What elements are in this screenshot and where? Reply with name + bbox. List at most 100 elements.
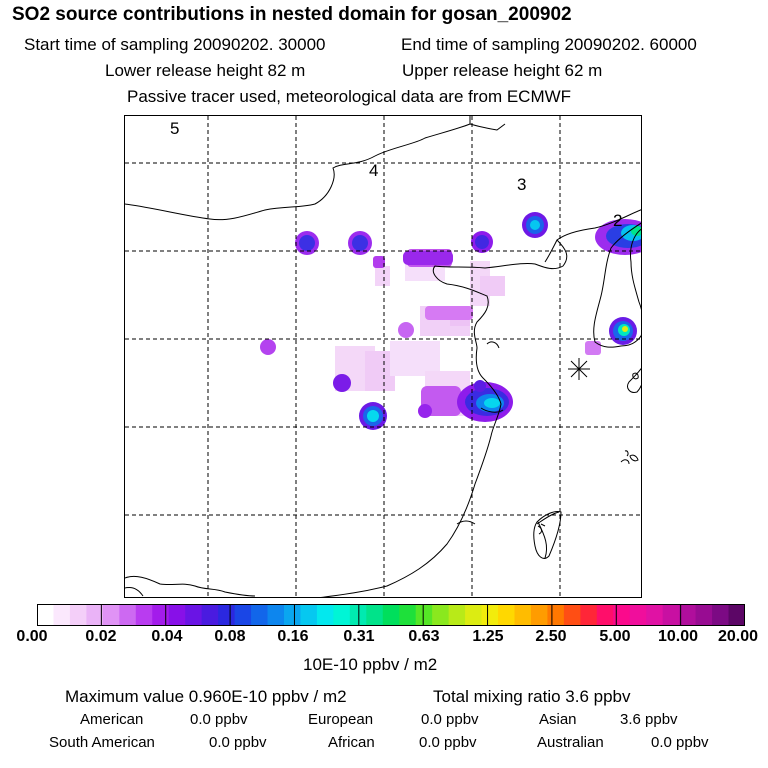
colorbar-cell	[563, 604, 581, 626]
colorbar-cell	[432, 604, 450, 626]
colorbar-cell	[300, 604, 318, 626]
colorbar-cell	[662, 604, 680, 626]
plume-patch	[480, 276, 505, 296]
colorbar-cell	[37, 604, 55, 626]
colorbar-tick-label: 2.50	[535, 628, 567, 645]
time-label: 3	[517, 175, 526, 194]
colorbar-cell	[218, 604, 236, 626]
boundary-line	[537, 521, 548, 559]
boundary-line	[469, 123, 506, 131]
region-name: South American	[49, 734, 155, 751]
source-blob	[418, 404, 432, 418]
colorbar-cell	[135, 604, 153, 626]
colorbar-cell	[201, 604, 219, 626]
lower-height-label: Lower release height 82 m	[105, 61, 306, 80]
colorbar	[37, 604, 745, 626]
colorbar-cell	[53, 604, 71, 626]
plume-patch	[260, 339, 276, 355]
colorbar-frame	[37, 604, 745, 626]
region-name: Australian	[537, 734, 604, 751]
source-blob	[295, 231, 319, 255]
map-panel: 5 4 3 2	[124, 115, 642, 598]
bohai-coast	[544, 239, 558, 263]
map-svg: 5 4 3 2	[125, 116, 641, 597]
plume-patch	[390, 341, 440, 376]
colorbar-cell	[152, 604, 170, 626]
region-value: 3.6 ppbv	[620, 711, 678, 728]
busan-source-plume	[609, 317, 637, 345]
colorbar-cell	[547, 604, 565, 626]
colorbar-cell	[679, 604, 697, 626]
coast-detail	[624, 450, 629, 457]
source-blob	[359, 402, 387, 430]
colorbar-cell	[580, 604, 598, 626]
colorbar-cell	[251, 604, 269, 626]
colorbar-cell	[168, 604, 186, 626]
total-mixing-ratio: Total mixing ratio 3.6 ppbv	[433, 687, 631, 706]
colorbar-cell	[629, 604, 647, 626]
boundary-line	[125, 587, 144, 597]
yangtze-mouth	[480, 407, 504, 413]
time-label: 4	[369, 161, 378, 180]
colorbar-cell	[728, 604, 745, 626]
plume-patch	[398, 322, 414, 338]
colorbar-tick-label: 0.08	[214, 628, 246, 645]
plot-title: SO2 source contributions in nested domai…	[12, 4, 572, 25]
region-value: 0.0 ppbv	[419, 734, 477, 751]
coast-detail	[486, 341, 500, 349]
colorbar-cell	[465, 604, 483, 626]
colorbar-tick-label: 20.00	[717, 628, 759, 645]
japan-coastline	[627, 367, 641, 393]
plume-patch	[585, 341, 601, 355]
region-value: 0.0 ppbv	[190, 711, 248, 728]
region-name: American	[80, 711, 144, 728]
start-time-label: Start time of sampling 20090202. 30000	[24, 35, 326, 54]
island-coastline	[632, 372, 639, 380]
source-blob	[471, 231, 493, 253]
china-coastline	[320, 209, 641, 597]
colorbar-cell	[366, 604, 384, 626]
source-blob	[522, 212, 548, 238]
station-marker-icon	[568, 358, 590, 380]
taiwan-coastline	[533, 511, 562, 559]
coast-detail	[540, 523, 546, 527]
colorbar-cell	[316, 604, 334, 626]
region-name: European	[308, 711, 374, 728]
south-boundary-line	[125, 575, 256, 597]
end-time-label: End time of sampling 20090202. 60000	[401, 35, 697, 54]
colorbar-tick-label: 0.31	[343, 628, 375, 645]
source-band	[403, 251, 453, 265]
colorbar-cell	[86, 604, 104, 626]
colorbar-dividers	[100, 604, 682, 626]
region-name: Asian	[539, 711, 577, 728]
colorbar-cell	[283, 604, 302, 626]
colorbar-cell	[530, 604, 549, 626]
boundary-line	[125, 116, 471, 221]
korea-coastline	[593, 222, 641, 348]
coast-detail	[456, 520, 476, 525]
source-blob	[348, 231, 372, 255]
region-value: 0.0 ppbv	[651, 734, 709, 751]
colorbar-cell	[481, 604, 499, 626]
upper-height-label: Upper release height 62 m	[402, 61, 603, 80]
region-name: African	[328, 734, 375, 751]
colorbar-cell	[596, 604, 614, 626]
colorbar-cell	[415, 604, 433, 626]
colorbar-cell	[646, 604, 664, 626]
colorbar-cell	[102, 604, 120, 626]
colorbar-units: 10E-10 ppbv / m2	[303, 655, 438, 674]
gridline-layer	[125, 116, 641, 597]
colorbar-tick-label: 0.00	[16, 628, 48, 645]
colorbar-cell	[69, 604, 87, 626]
plume-patch	[373, 256, 385, 268]
colorbar-cell	[185, 604, 203, 626]
colorbar-cell	[382, 604, 400, 626]
time-label: 5	[170, 119, 179, 138]
colorbar-tick-label: 0.04	[151, 628, 183, 645]
source-blob	[474, 380, 486, 392]
colorbar-cell	[333, 604, 351, 626]
maximum-value: Maximum value 0.960E-10 ppbv / m2	[65, 687, 347, 706]
plume-patch	[425, 306, 473, 320]
colorbar-cells	[37, 604, 745, 626]
colorbar-cell	[448, 604, 466, 626]
